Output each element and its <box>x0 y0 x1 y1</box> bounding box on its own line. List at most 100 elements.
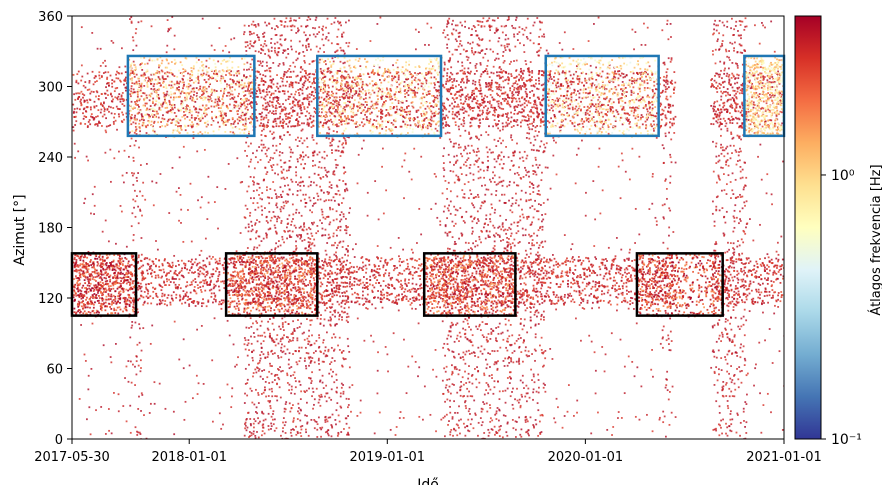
heat-point <box>508 375 511 378</box>
heat-point <box>275 204 278 207</box>
heat-point <box>257 422 260 425</box>
heat-point <box>502 295 505 298</box>
heat-point <box>457 175 460 178</box>
heat-point <box>274 107 277 110</box>
heat-point <box>461 69 464 72</box>
heat-point <box>484 303 487 306</box>
heat-point <box>303 55 306 57</box>
heat-point <box>617 165 620 168</box>
heat-point <box>132 198 135 201</box>
heat-point <box>285 169 288 172</box>
heat-point <box>245 50 248 52</box>
heat-point <box>248 279 250 282</box>
heat-point <box>344 190 346 193</box>
heat-point <box>667 312 669 315</box>
heat-point <box>463 163 465 166</box>
heat-point <box>463 268 465 271</box>
heat-point <box>283 410 286 413</box>
heat-point <box>441 192 444 195</box>
heat-point <box>402 72 405 75</box>
heat-point <box>316 225 319 227</box>
heat-point <box>474 66 477 69</box>
heat-point <box>343 189 346 191</box>
heat-point <box>336 43 339 45</box>
heat-point <box>638 155 641 158</box>
heat-point <box>262 309 265 312</box>
heat-point <box>278 378 281 381</box>
heat-point <box>345 248 348 251</box>
heat-point <box>405 392 408 395</box>
heat-point <box>340 406 343 409</box>
heat-point <box>661 204 664 207</box>
heat-point <box>317 416 320 419</box>
heat-point <box>513 181 516 184</box>
heat-point <box>257 294 260 297</box>
heat-point <box>496 407 499 409</box>
heat-point <box>534 130 537 132</box>
heat-point <box>492 330 495 332</box>
heat-point <box>245 112 248 115</box>
heat-point <box>319 266 322 269</box>
heat-point <box>356 81 359 83</box>
heat-point <box>272 413 274 415</box>
heat-point <box>200 249 203 252</box>
heat-point <box>313 150 316 153</box>
heat-point <box>538 244 541 247</box>
heat-point <box>259 158 262 161</box>
heat-point <box>376 245 379 247</box>
heat-point <box>495 194 497 197</box>
heat-point <box>310 126 313 129</box>
heat-point <box>347 254 349 257</box>
heat-point <box>451 113 454 116</box>
heat-point <box>334 51 337 54</box>
heat-point <box>145 162 148 165</box>
heat-point <box>264 69 267 72</box>
heat-point <box>298 268 301 270</box>
heat-point <box>442 167 445 170</box>
heat-point <box>318 311 320 314</box>
heat-point <box>248 68 250 71</box>
heat-point <box>504 46 506 49</box>
heat-point <box>462 196 465 199</box>
heat-point <box>619 338 622 341</box>
heat-point <box>467 105 469 108</box>
heat-point <box>329 281 332 284</box>
heat-point <box>252 332 255 334</box>
heat-point <box>520 301 522 304</box>
heat-point <box>444 36 447 39</box>
heat-point <box>330 184 333 187</box>
heat-point <box>274 172 276 175</box>
heat-point <box>449 71 452 74</box>
heat-point <box>165 51 168 54</box>
heat-point <box>302 184 305 187</box>
heat-point <box>486 65 489 67</box>
heat-point <box>454 306 457 309</box>
heat-point <box>471 344 474 347</box>
heat-point <box>561 71 564 74</box>
heat-point <box>265 24 268 27</box>
heat-point <box>258 36 260 39</box>
heat-point <box>516 290 519 293</box>
heat-point <box>259 334 262 337</box>
heat-point <box>453 181 456 184</box>
heat-point <box>121 92 124 94</box>
heat-point <box>433 258 436 261</box>
heat-point <box>314 35 317 38</box>
heat-point <box>298 302 300 305</box>
heat-point <box>205 73 208 76</box>
heat-point <box>532 373 535 376</box>
heat-point <box>203 148 206 151</box>
heat-point <box>599 273 602 276</box>
heat-point <box>446 97 448 100</box>
heat-point <box>461 108 464 111</box>
heat-point <box>340 281 343 284</box>
heat-point <box>337 291 340 293</box>
heat-point <box>460 173 463 175</box>
heat-point <box>443 415 446 418</box>
heat-point <box>527 350 530 353</box>
heat-point <box>279 340 282 343</box>
heat-point <box>577 147 580 150</box>
heat-point <box>481 334 484 337</box>
heat-point <box>493 245 496 247</box>
heat-point <box>279 186 282 189</box>
